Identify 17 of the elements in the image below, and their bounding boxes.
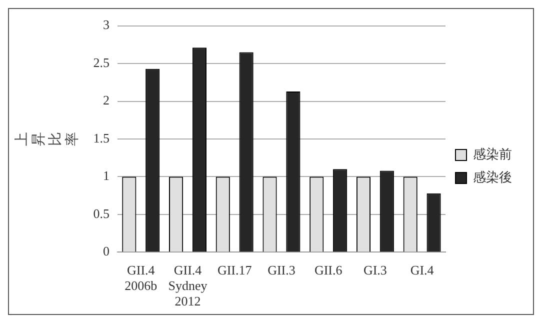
legend-label: 感染後 xyxy=(473,169,512,184)
x-tick-label: GI.3 xyxy=(363,262,387,278)
legend-label: 感染前 xyxy=(473,146,512,162)
y-tick-label: 1.5 xyxy=(93,130,110,146)
x-tick-label: GII.3 xyxy=(268,262,296,278)
y-tick-label: 0.5 xyxy=(93,206,110,221)
x-tick-label: GI.4 xyxy=(410,262,434,278)
y-tick-label: 2 xyxy=(102,92,110,108)
y-tick-label: 3 xyxy=(102,17,110,32)
y-tick-label: 0 xyxy=(102,244,110,259)
y-tick-label: 2.5 xyxy=(93,54,110,70)
x-tick-label: GII.4 2006b xyxy=(124,262,158,294)
x-tick-label: GII.4 Sydney 2012 xyxy=(168,262,208,309)
x-tick-label: GII.17 xyxy=(217,262,252,278)
x-tick-label: GII.6 xyxy=(314,262,343,278)
y-axis-title: 上昇比率 xyxy=(14,132,80,146)
y-tick-label: 1 xyxy=(102,168,110,184)
